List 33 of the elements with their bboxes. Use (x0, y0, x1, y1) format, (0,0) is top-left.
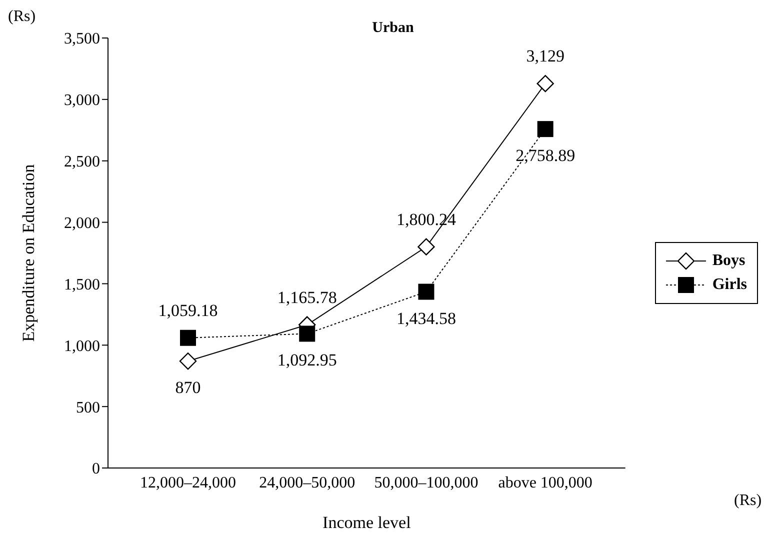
y-tick-label: 3,000 (64, 92, 100, 110)
legend-label: Girls (712, 276, 747, 294)
y-tick-label: 2,000 (64, 214, 100, 232)
x-axis-title: Income level (322, 513, 412, 532)
data-label: 1,434.58 (396, 308, 456, 328)
y-axis-title: Expenditure on Education (19, 164, 38, 342)
y-tick-label: 3,500 (64, 30, 100, 48)
point (299, 326, 316, 342)
text: (Rs) (734, 492, 762, 510)
point (179, 352, 197, 370)
y-tick-label: 1,500 (64, 276, 100, 294)
point (418, 284, 434, 300)
y-tick-label: 1,000 (64, 338, 100, 355)
x-tick-label: above 100,000 (498, 474, 592, 492)
text: (Rs) (8, 8, 36, 26)
x-tick-label: 24,000–50,000 (259, 474, 356, 492)
point (537, 121, 554, 138)
point (418, 238, 435, 256)
x-tick-label: 50,000–100,000 (374, 474, 478, 492)
data-label: 1,059.18 (158, 300, 218, 320)
y-tick-label: 500 (76, 399, 100, 416)
chart-title: Urban (372, 20, 414, 36)
data-label: 3,129 (526, 46, 564, 66)
y-tick-label: 2,500 (64, 154, 100, 171)
x-tick-label: 12,000–24,000 (140, 474, 236, 492)
point (180, 330, 196, 346)
y-tick-label: 0 (92, 460, 100, 478)
data-label: 2,758.89 (516, 146, 576, 166)
data-label: 1,165.78 (277, 288, 337, 307)
data-label: 870 (175, 378, 201, 398)
legend-label: Boys (712, 252, 746, 270)
point (536, 74, 554, 92)
data-label: 1,092.95 (277, 350, 337, 370)
